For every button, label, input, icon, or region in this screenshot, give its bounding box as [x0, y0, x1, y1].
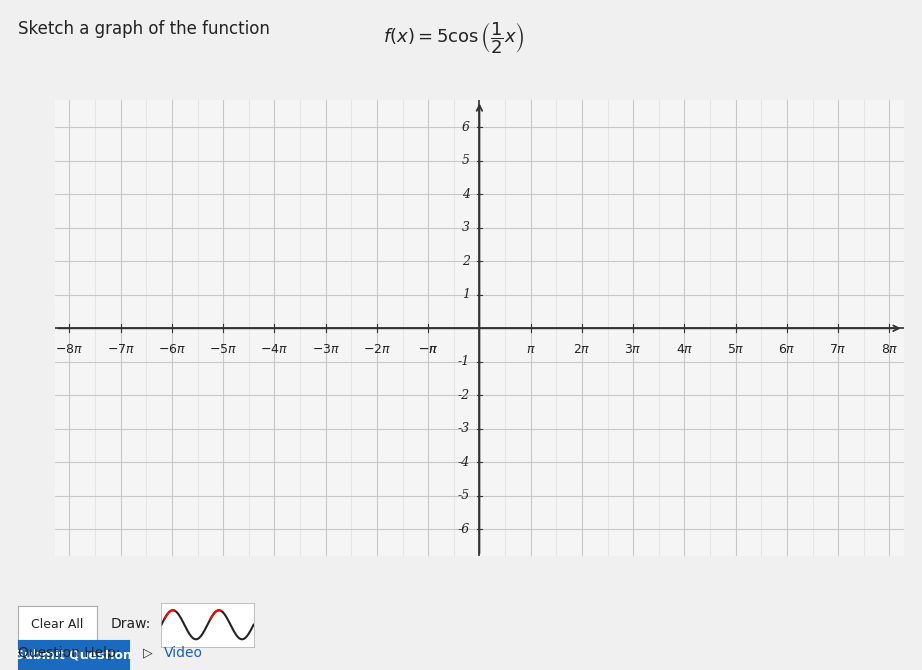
Text: $-2\pi$: $-2\pi$ [363, 343, 391, 356]
Text: $3\pi$: $3\pi$ [624, 343, 642, 356]
Text: Question Help:: Question Help: [18, 647, 121, 660]
Text: $-8\pi$: $-8\pi$ [55, 343, 84, 356]
Text: $2\pi$: $2\pi$ [573, 343, 591, 356]
Text: $-4\pi$: $-4\pi$ [260, 343, 289, 356]
Text: $-6\pi$: $-6\pi$ [158, 343, 186, 356]
Text: $-3\pi$: $-3\pi$ [312, 343, 340, 356]
Text: -6: -6 [457, 523, 469, 536]
Text: -5: -5 [457, 489, 469, 502]
Text: $-\pi$: $-\pi$ [418, 343, 438, 356]
Text: -4: -4 [457, 456, 469, 469]
Text: $f(x) = 5\cos\left(\dfrac{1}{2}x\right)$: $f(x) = 5\cos\left(\dfrac{1}{2}x\right)$ [383, 20, 525, 56]
Text: -3: -3 [457, 422, 469, 436]
Text: Submit Question: Submit Question [16, 649, 132, 661]
Text: $-7\pi$: $-7\pi$ [107, 343, 135, 356]
Text: 4: 4 [462, 188, 469, 201]
Text: 6: 6 [462, 121, 469, 134]
Text: $4\pi$: $4\pi$ [676, 343, 693, 356]
Text: $6\pi$: $6\pi$ [778, 343, 796, 356]
Text: Sketch a graph of the function: Sketch a graph of the function [18, 20, 281, 38]
Text: -1: -1 [457, 355, 469, 369]
Text: 5: 5 [462, 154, 469, 168]
Text: Draw:: Draw: [111, 618, 151, 631]
Text: $-\pi$: $-\pi$ [418, 343, 438, 356]
Text: Clear All: Clear All [31, 618, 84, 631]
Text: 1: 1 [462, 288, 469, 302]
Text: ▷: ▷ [143, 647, 152, 660]
Text: Video: Video [164, 647, 203, 660]
Text: -2: -2 [457, 389, 469, 402]
Text: 3: 3 [462, 221, 469, 234]
Text: $\pi$: $\pi$ [526, 343, 536, 356]
Text: $5\pi$: $5\pi$ [727, 343, 744, 356]
Text: $-5\pi$: $-5\pi$ [209, 343, 237, 356]
Text: $7\pi$: $7\pi$ [830, 343, 847, 356]
Text: 2: 2 [462, 255, 469, 268]
Text: $8\pi$: $8\pi$ [881, 343, 898, 356]
